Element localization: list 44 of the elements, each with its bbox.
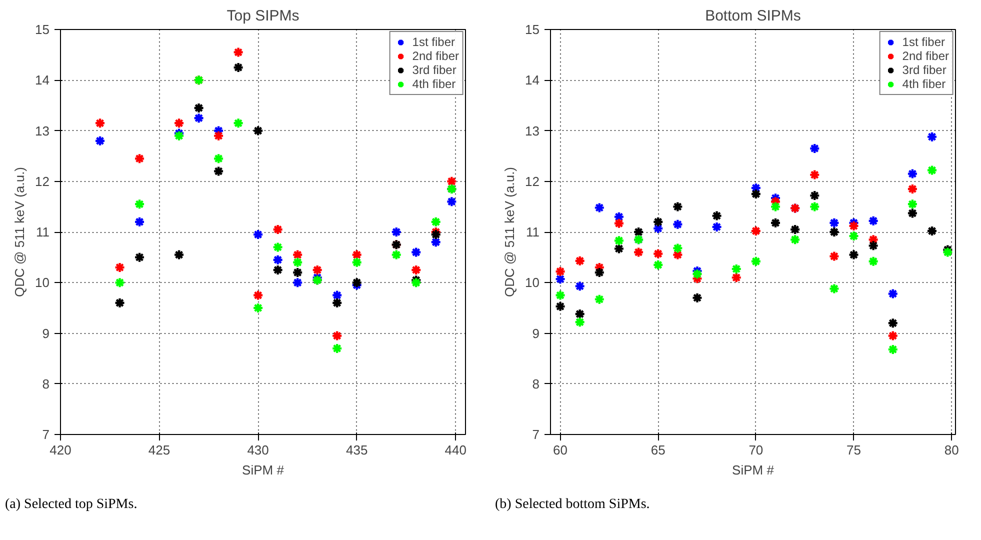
text: (a) Selected top SiPMs. xyxy=(5,496,138,514)
x-tick-label: 435 xyxy=(346,442,368,458)
legend-label: 3rd fiber xyxy=(902,63,946,77)
x-tick-label: 80 xyxy=(944,442,959,458)
chart-title: Bottom SIPMs xyxy=(705,8,801,24)
y-tick-label: 13 xyxy=(35,123,50,138)
y-tick-label: 10 xyxy=(35,275,50,290)
y-tick-label: 15 xyxy=(35,22,50,37)
legend-label: 1st fiber xyxy=(412,35,455,49)
y-tick-label: 7 xyxy=(42,427,50,442)
x-tick-label: 430 xyxy=(247,442,269,458)
x-axis-title: SiPM # xyxy=(242,462,285,478)
x-tick-label: 420 xyxy=(50,442,72,458)
legend-label: 4th fiber xyxy=(902,77,946,91)
y-tick-label: 13 xyxy=(525,123,540,138)
x-tick-label: 70 xyxy=(748,442,764,458)
y-axis-title: QDC @ 511 keV (a.u.) xyxy=(12,167,28,297)
legend-label: 4th fiber xyxy=(412,77,456,91)
y-tick-label: 12 xyxy=(35,174,50,189)
x-tick-label: 75 xyxy=(846,442,861,458)
legend-label: 1st fiber xyxy=(902,35,945,49)
legend-label: 3rd fiber xyxy=(412,63,456,77)
y-tick-label: 11 xyxy=(526,224,540,240)
y-tick-label: 11 xyxy=(36,224,50,240)
y-tick-label: 8 xyxy=(532,376,540,392)
y-tick-label: 12 xyxy=(525,174,540,189)
y-tick-label: 8 xyxy=(42,376,50,392)
text: (b) Selected bottom SiPMs. xyxy=(495,496,650,514)
y-tick-label: 15 xyxy=(525,22,540,37)
x-tick-label: 60 xyxy=(553,442,568,458)
x-tick-label: 425 xyxy=(148,442,170,458)
x-tick-label: 440 xyxy=(444,442,466,458)
y-axis-title: QDC @ 511 keV (a.u.) xyxy=(502,167,518,297)
legend-label: 2nd fiber xyxy=(902,49,949,63)
legend-label: 2nd fiber xyxy=(412,49,459,63)
y-tick-label: 9 xyxy=(42,326,50,341)
x-axis-title: SiPM # xyxy=(732,462,775,478)
y-tick-label: 14 xyxy=(525,72,540,88)
y-tick-label: 7 xyxy=(532,427,540,442)
y-tick-label: 14 xyxy=(35,72,50,88)
x-tick-label: 65 xyxy=(650,442,666,458)
chart-title: Top SIPMs xyxy=(226,8,300,24)
y-tick-label: 10 xyxy=(525,275,540,290)
y-tick-label: 9 xyxy=(532,326,540,341)
